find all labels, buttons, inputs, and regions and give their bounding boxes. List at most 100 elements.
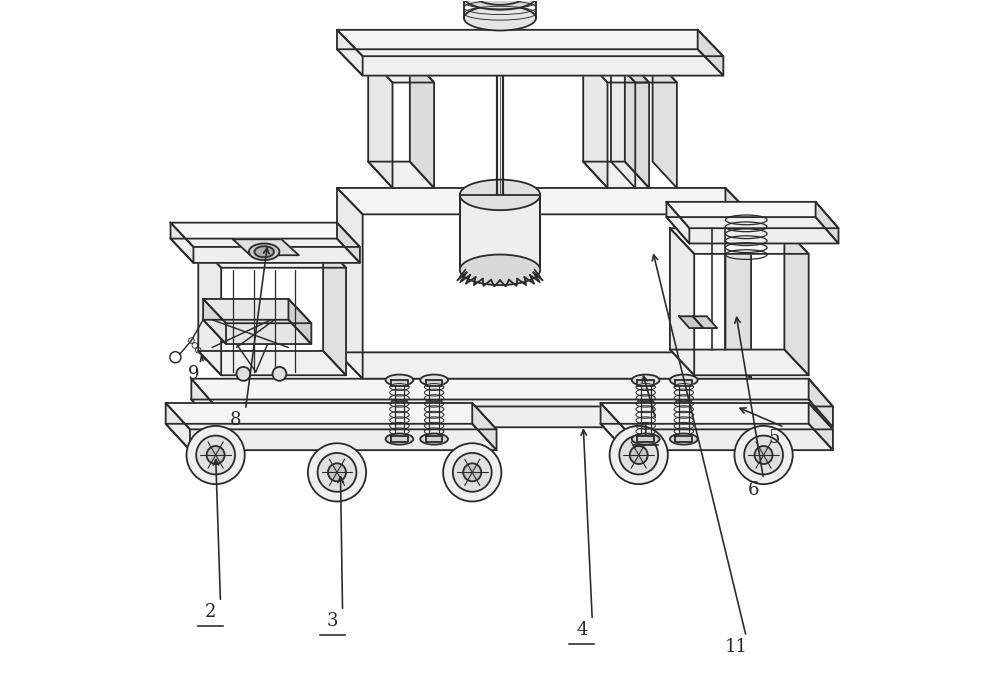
Polygon shape xyxy=(611,56,635,188)
Polygon shape xyxy=(583,56,608,188)
Circle shape xyxy=(453,453,492,492)
Ellipse shape xyxy=(464,0,536,10)
Circle shape xyxy=(744,436,783,475)
Ellipse shape xyxy=(670,434,698,445)
Text: 9: 9 xyxy=(188,365,199,383)
Polygon shape xyxy=(670,350,809,375)
Text: 4: 4 xyxy=(576,621,588,639)
Polygon shape xyxy=(323,243,346,375)
Polygon shape xyxy=(233,239,299,255)
Text: 5: 5 xyxy=(768,429,780,447)
Circle shape xyxy=(619,436,658,475)
Text: 8: 8 xyxy=(229,411,241,430)
Ellipse shape xyxy=(464,6,536,31)
Polygon shape xyxy=(809,379,833,427)
Polygon shape xyxy=(166,424,497,450)
Polygon shape xyxy=(198,351,346,375)
Polygon shape xyxy=(191,379,833,407)
Ellipse shape xyxy=(632,375,660,386)
Polygon shape xyxy=(426,436,442,442)
Polygon shape xyxy=(460,195,540,270)
Polygon shape xyxy=(198,243,346,268)
Polygon shape xyxy=(472,403,497,450)
Ellipse shape xyxy=(386,375,413,386)
Ellipse shape xyxy=(254,246,274,257)
Circle shape xyxy=(610,426,668,484)
Circle shape xyxy=(328,464,346,482)
Circle shape xyxy=(308,443,366,502)
Polygon shape xyxy=(809,403,833,450)
Text: 11: 11 xyxy=(724,638,747,656)
Circle shape xyxy=(196,436,235,475)
Polygon shape xyxy=(288,299,311,344)
Ellipse shape xyxy=(386,434,413,445)
Ellipse shape xyxy=(460,179,540,210)
Polygon shape xyxy=(426,380,442,386)
Polygon shape xyxy=(337,188,363,379)
Polygon shape xyxy=(391,380,408,386)
Text: 2: 2 xyxy=(204,603,216,621)
Polygon shape xyxy=(698,30,723,76)
Circle shape xyxy=(186,426,245,484)
Polygon shape xyxy=(666,202,838,228)
Polygon shape xyxy=(171,238,360,263)
Polygon shape xyxy=(368,56,392,188)
Polygon shape xyxy=(583,162,649,188)
Polygon shape xyxy=(666,202,689,243)
Polygon shape xyxy=(637,436,654,442)
Circle shape xyxy=(318,453,356,492)
Polygon shape xyxy=(337,49,723,76)
Circle shape xyxy=(463,464,481,482)
Ellipse shape xyxy=(420,434,448,445)
Polygon shape xyxy=(725,188,751,379)
Polygon shape xyxy=(601,403,625,450)
Polygon shape xyxy=(601,403,833,430)
Polygon shape xyxy=(583,56,649,83)
Circle shape xyxy=(443,443,501,502)
Ellipse shape xyxy=(632,434,660,445)
Ellipse shape xyxy=(670,375,698,386)
Polygon shape xyxy=(653,56,677,188)
Polygon shape xyxy=(410,56,434,188)
Circle shape xyxy=(630,446,648,464)
Polygon shape xyxy=(171,222,193,263)
Polygon shape xyxy=(368,56,434,83)
Polygon shape xyxy=(391,436,408,442)
Text: 6: 6 xyxy=(747,481,759,499)
Polygon shape xyxy=(625,56,649,188)
Polygon shape xyxy=(337,30,363,76)
Polygon shape xyxy=(670,228,809,254)
Circle shape xyxy=(755,446,773,464)
Polygon shape xyxy=(203,299,226,344)
Polygon shape xyxy=(203,320,311,344)
Polygon shape xyxy=(337,352,751,379)
Polygon shape xyxy=(191,379,216,427)
Polygon shape xyxy=(816,202,838,243)
Polygon shape xyxy=(675,380,692,386)
Circle shape xyxy=(272,367,286,381)
Text: 3: 3 xyxy=(326,612,338,630)
Polygon shape xyxy=(191,400,833,427)
Ellipse shape xyxy=(420,375,448,386)
Polygon shape xyxy=(337,188,751,214)
Circle shape xyxy=(734,426,793,484)
Polygon shape xyxy=(166,403,497,430)
Polygon shape xyxy=(675,436,692,442)
Polygon shape xyxy=(679,316,703,328)
Polygon shape xyxy=(166,403,190,450)
Polygon shape xyxy=(337,222,360,263)
Polygon shape xyxy=(601,424,833,450)
Polygon shape xyxy=(611,56,677,83)
Circle shape xyxy=(207,446,225,464)
Ellipse shape xyxy=(249,243,279,260)
Polygon shape xyxy=(337,30,723,56)
Ellipse shape xyxy=(472,0,528,5)
Polygon shape xyxy=(171,222,360,247)
Polygon shape xyxy=(637,380,654,386)
Ellipse shape xyxy=(460,254,540,285)
Polygon shape xyxy=(670,228,694,375)
Polygon shape xyxy=(693,316,717,328)
Polygon shape xyxy=(203,299,311,323)
Circle shape xyxy=(236,367,250,381)
Polygon shape xyxy=(666,217,838,243)
